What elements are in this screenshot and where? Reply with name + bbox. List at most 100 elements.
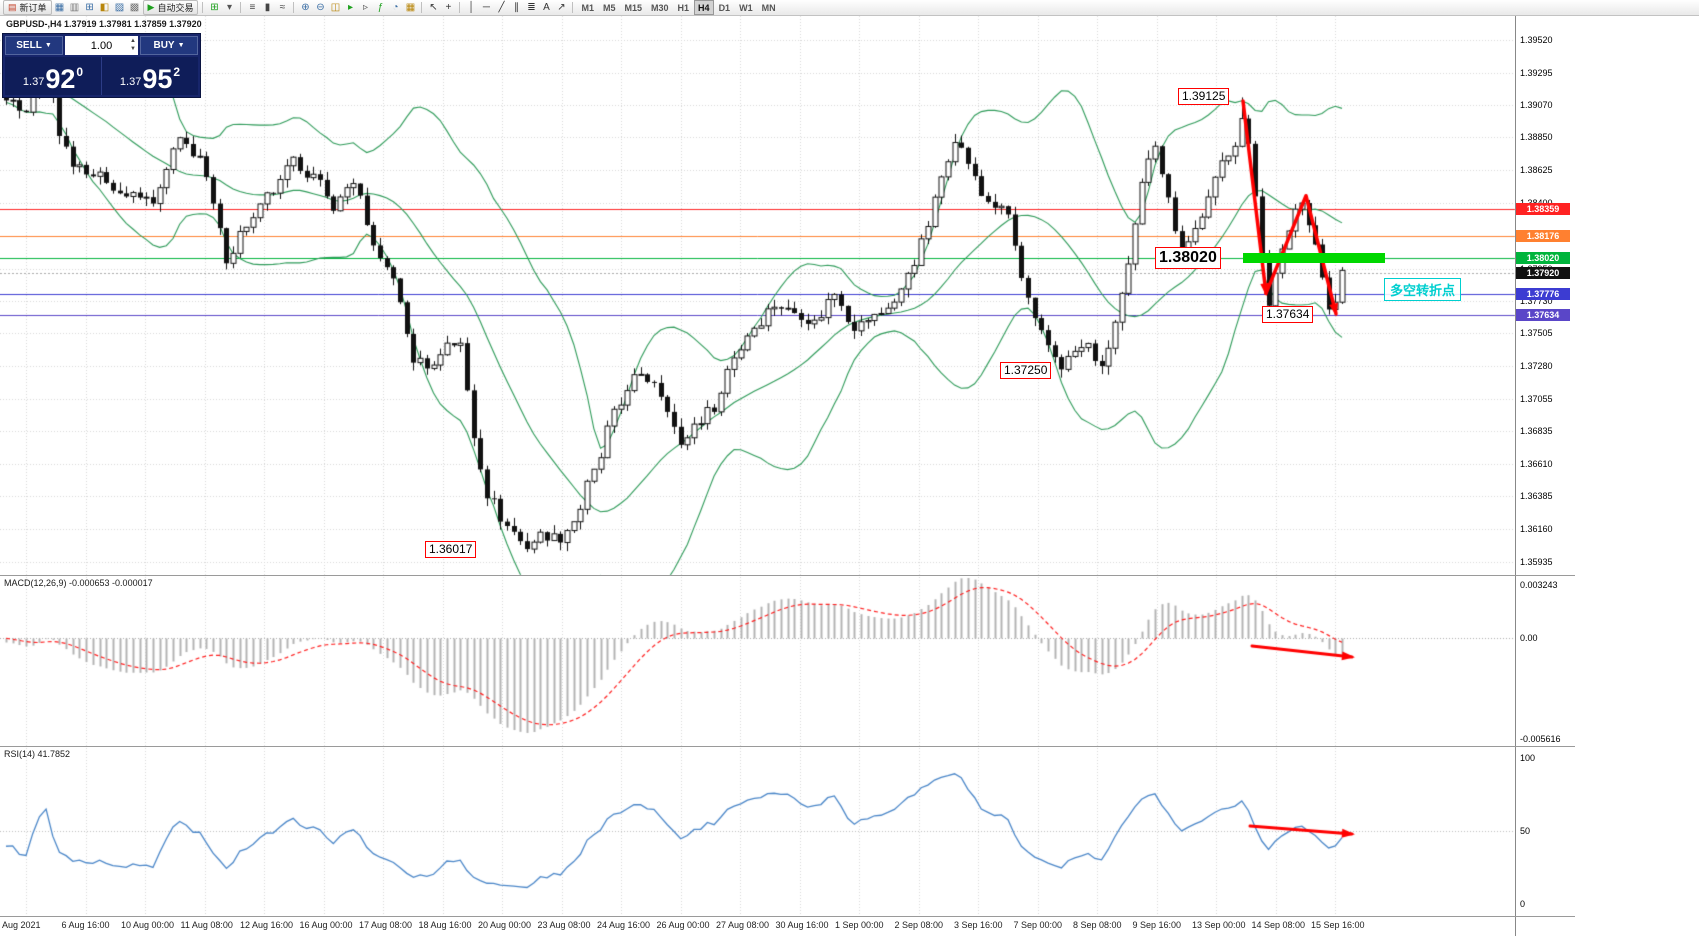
- time-axis-label: 9 Sep 16:00: [1132, 920, 1182, 930]
- line-chart-type-icon[interactable]: ≈: [279, 1, 286, 13]
- time-axis-label: 10 Aug 00:00: [121, 920, 175, 930]
- auto-trading-icon: ▶: [147, 2, 155, 12]
- time-axis-label: 1 Sep 00:00: [835, 920, 884, 930]
- text-icon[interactable]: A: [543, 1, 550, 13]
- tile-windows-icon[interactable]: ◫: [330, 1, 341, 13]
- time-axis-label: 16 Aug 00:00: [299, 920, 353, 930]
- timeframe-button-h1[interactable]: H1: [677, 2, 690, 13]
- templates-icon[interactable]: ▦: [405, 1, 416, 13]
- toolbar-separator: [459, 2, 461, 13]
- sell-button[interactable]: SELL ▼: [5, 36, 63, 55]
- new-chart-icon[interactable]: ⊞: [210, 1, 219, 13]
- time-axis-label: 3 Sep 16:00: [954, 920, 1003, 930]
- lot-size-value: 1.00: [90, 39, 113, 52]
- time-axis-label: 18 Aug 16:00: [418, 920, 472, 930]
- time-axis-label: 7 Sep 00:00: [1013, 920, 1063, 930]
- new-order-icon: ▤: [8, 2, 17, 12]
- toolbar-separator: [240, 2, 242, 13]
- chart-window-icon[interactable]: ▦: [54, 1, 65, 13]
- navigator-icon[interactable]: ▨: [114, 1, 125, 13]
- toolbar-separator: [293, 2, 295, 13]
- timeframe-button-m15[interactable]: M15: [624, 2, 643, 13]
- turning-point-label: 多空转折点: [1384, 278, 1462, 301]
- rsi-label: RSI(14) 41.7852: [4, 749, 71, 759]
- time-axis-divider: [0, 916, 1575, 917]
- buy-caret-icon: ▼: [177, 42, 185, 49]
- annotation-label-1.36017: 1.36017: [425, 541, 477, 559]
- horizontal-line-icon[interactable]: ─: [482, 1, 491, 13]
- time-axis-label: 14 Sep 08:00: [1251, 920, 1306, 930]
- time-axis-label: 2 Sep 08:00: [894, 920, 944, 930]
- trendline-icon[interactable]: ╱: [498, 1, 505, 13]
- chart-ohlc-info: GBPUSD-,H4 1.37919 1.37981 1.37859 1.379…: [6, 19, 202, 29]
- lot-up-icon[interactable]: ▲: [130, 38, 136, 44]
- crosshair-icon[interactable]: +: [445, 1, 452, 13]
- annotation-label-1.37634: 1.37634: [1262, 305, 1314, 323]
- macd-panel-divider[interactable]: [0, 575, 1575, 576]
- timeframe-button-w1[interactable]: W1: [739, 2, 753, 13]
- data-window-icon[interactable]: ◧: [99, 1, 110, 13]
- timeframe-button-mn[interactable]: MN: [761, 2, 776, 13]
- profiles-icon[interactable]: ▥: [69, 1, 80, 13]
- timeframe-button-m30[interactable]: M30: [651, 2, 669, 13]
- periods-icon[interactable]: ◔: [392, 1, 399, 13]
- arrows-tool-icon[interactable]: ↗: [557, 1, 566, 13]
- channel-icon[interactable]: ∥: [513, 1, 519, 13]
- market-watch-icon[interactable]: ⊞: [85, 1, 94, 13]
- lot-size-input[interactable]: 1.00 ▲ ▼: [65, 36, 138, 55]
- candlestick-type-icon[interactable]: ▮: [264, 1, 271, 13]
- toolbar-separator: [572, 2, 574, 13]
- timeframe-button-m5[interactable]: M5: [602, 2, 616, 13]
- price-axis-border: [1515, 15, 1516, 936]
- buy-price[interactable]: 1.37 95 2: [119, 64, 181, 94]
- zoom-out-icon[interactable]: ⊖: [316, 1, 325, 13]
- timeframe-button-h4[interactable]: H4: [694, 0, 714, 15]
- support-zone-highlight: [1243, 253, 1385, 264]
- chart-shift-icon[interactable]: ▹: [362, 1, 368, 13]
- terminal-icon[interactable]: ▩: [129, 1, 140, 13]
- time-axis-label: 24 Aug 16:00: [597, 920, 651, 930]
- time-axis-label: 20 Aug 00:00: [478, 920, 532, 930]
- lot-down-icon[interactable]: ▼: [130, 46, 136, 52]
- time-axis-label: 6 Aug 16:00: [61, 920, 110, 930]
- macd-label: MACD(12,26,9) -0.000653 -0.000017: [4, 578, 153, 588]
- time-axis-label: 30 Aug 16:00: [775, 920, 829, 930]
- sell-caret-icon: ▼: [44, 42, 52, 49]
- time-axis-label: 26 Aug 00:00: [656, 920, 710, 930]
- new-order-button-label: 新订单: [19, 3, 47, 13]
- time-axis-label: 15 Sep 16:00: [1311, 920, 1365, 930]
- time-axis: Aug 2021 6 Aug 16:00 10 Aug 00:00 11 Aug 08…: [0, 918, 1699, 936]
- one-click-trading-panel: SELL ▼ 1.00 ▲ ▼ BUY ▼ 1.37 92 0: [2, 33, 201, 98]
- vertical-line-icon[interactable]: │: [468, 1, 475, 13]
- time-axis-label: 12 Aug 16:00: [240, 920, 294, 930]
- zoom-in-icon[interactable]: ⊕: [301, 1, 310, 13]
- auto-trading-button-label: 自动交易: [157, 3, 194, 13]
- rsi-panel-divider[interactable]: [0, 746, 1575, 747]
- timeframe-button-d1[interactable]: D1: [718, 2, 731, 13]
- cursor-icon[interactable]: ↖: [429, 1, 438, 13]
- sell-price[interactable]: 1.37 92 0: [22, 64, 84, 94]
- buy-button[interactable]: BUY ▼: [140, 36, 198, 55]
- toolbar-separator: [421, 2, 423, 13]
- time-axis-label: 8 Sep 08:00: [1073, 920, 1122, 930]
- time-axis-label: Aug 2021: [2, 920, 41, 930]
- auto-trading-button[interactable]: ▶ 自动交易: [142, 0, 199, 15]
- time-axis-label: 23 Aug 08:00: [537, 920, 591, 930]
- annotation-label-1.38020: 1.38020: [1155, 247, 1221, 270]
- fibonacci-icon[interactable]: ≣: [527, 1, 536, 13]
- indicators-icon[interactable]: ƒ: [377, 1, 384, 13]
- timeframe-button-m1[interactable]: M1: [581, 2, 594, 13]
- annotation-label-1.37250: 1.37250: [1000, 361, 1052, 379]
- time-axis-label: 13 Sep 00:00: [1192, 920, 1246, 930]
- chart-list-icon[interactable]: ▾: [226, 1, 232, 13]
- buy-button-label: BUY: [153, 40, 175, 51]
- toolbar: ▤ 新订单 ▦ ▥ ⊞ ◧ ▨ ▩ ▶ 自动交易 ⊞ ▾ ≡ ▮ ≈ ⊕ ⊖ ◫ ▸ ▹ ƒ ◔ ▦ ↖ + │ ─ ╱ ∥ ≣ A ↗ M1 M…: [0, 0, 1699, 16]
- bar-chart-type-icon[interactable]: ≡: [249, 1, 256, 13]
- new-order-button[interactable]: ▤ 新订单: [3, 0, 52, 15]
- annotation-label-1.39125: 1.39125: [1178, 88, 1230, 106]
- auto-scroll-icon[interactable]: ▸: [347, 1, 353, 13]
- toolbar-separator: [202, 2, 204, 13]
- time-axis-label: 27 Aug 08:00: [716, 920, 770, 930]
